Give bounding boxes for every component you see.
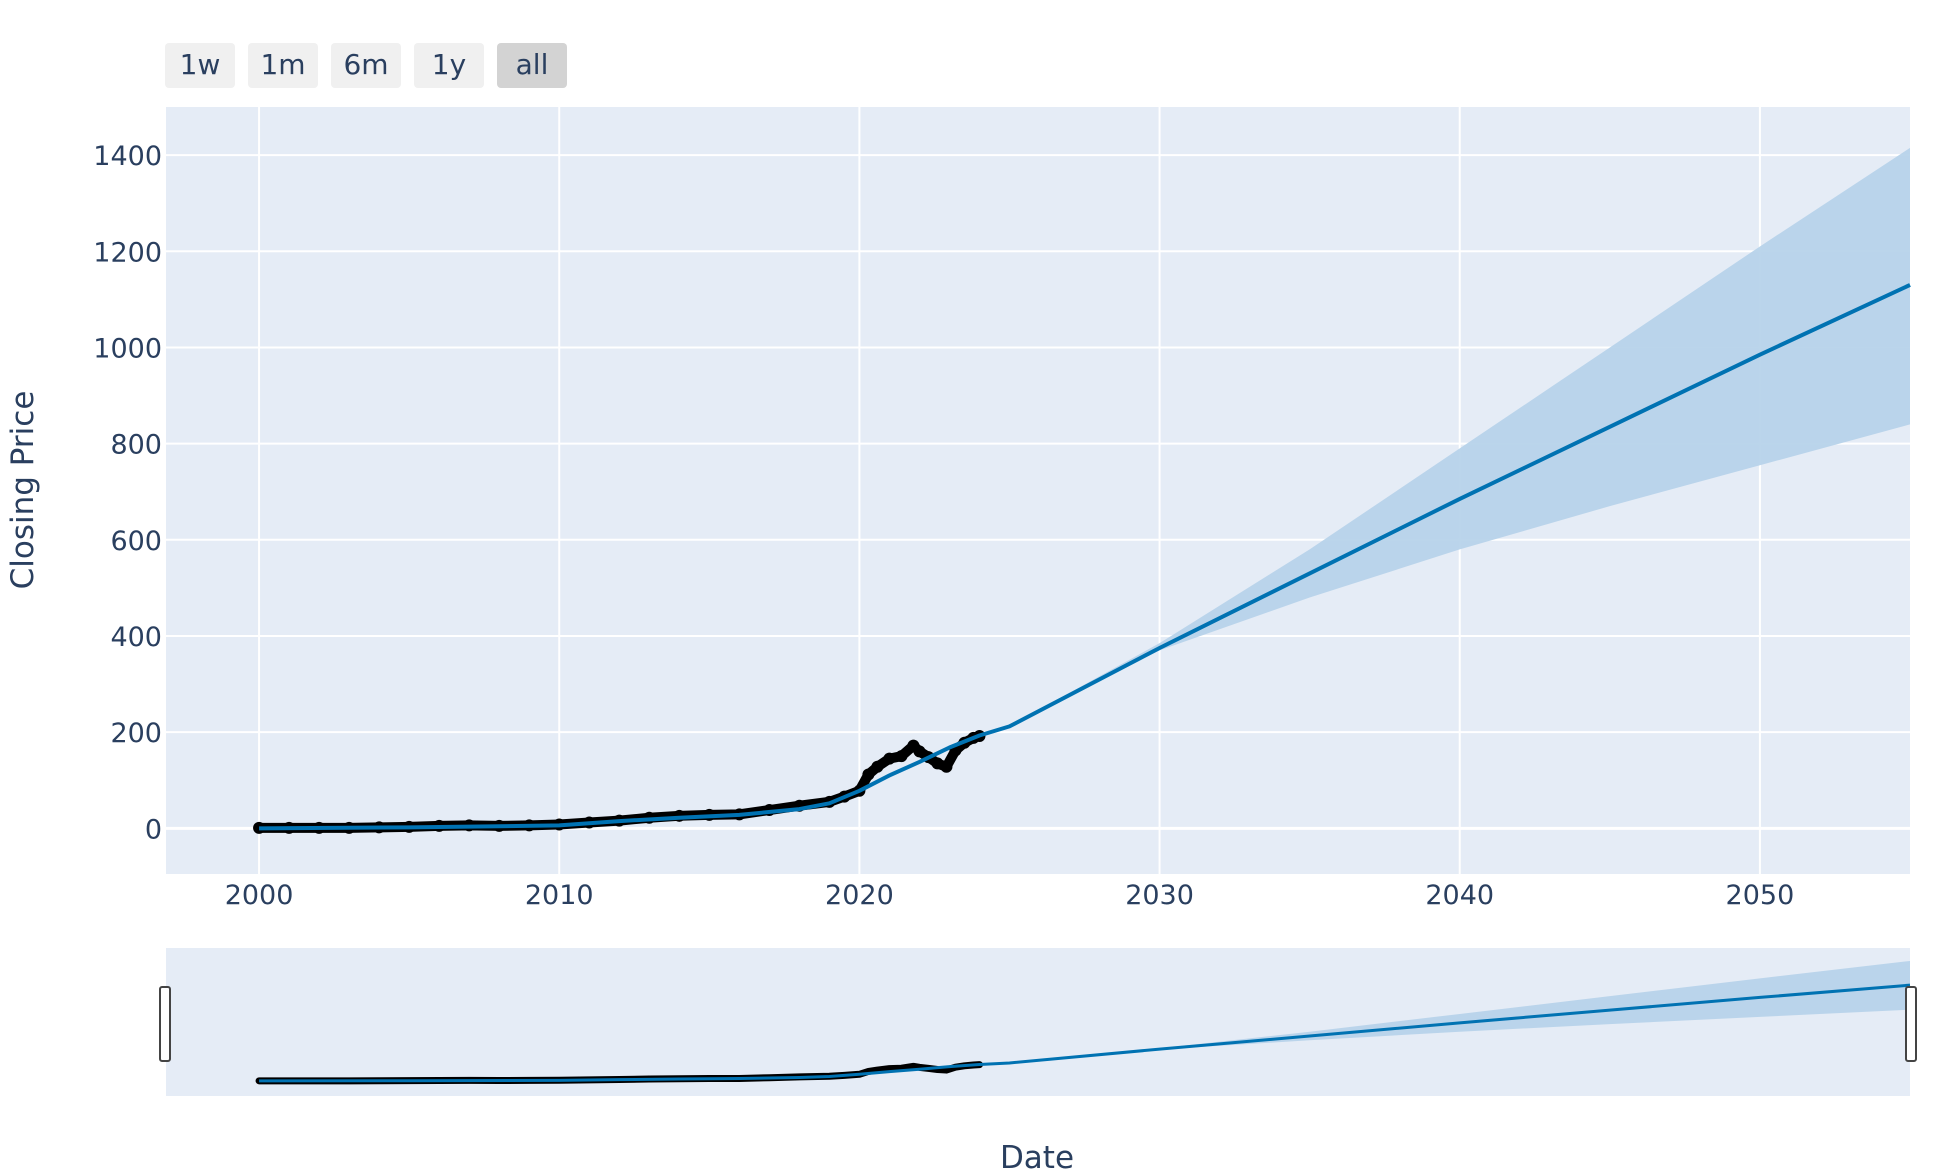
uncertainty-band <box>979 147 1910 736</box>
x-axis-ticks: 2000 2010 2020 2030 2040 2050 <box>225 880 1795 911</box>
range-button-6m-label[interactable]: 6m <box>343 48 388 81</box>
main-plot-marks <box>253 147 1911 834</box>
x-tick-label: 2050 <box>1726 880 1795 911</box>
range-button-6m-bg[interactable] <box>331 43 401 88</box>
observed-point <box>931 757 944 770</box>
range-slider[interactable] <box>159 948 1917 1096</box>
range-button-1m-bg[interactable] <box>248 43 318 88</box>
y-tick-label: 800 <box>110 430 162 461</box>
x-tick-label: 2000 <box>225 880 294 911</box>
range-slider-marks <box>255 960 1911 1085</box>
range-button-1w-label[interactable]: 1w <box>180 48 221 81</box>
x-axis-title: Date <box>1000 1140 1074 1174</box>
observed-point <box>883 752 896 765</box>
observed-point <box>913 745 926 758</box>
y-tick-label: 400 <box>110 622 162 653</box>
range-button-1w-bg[interactable] <box>165 43 235 88</box>
y-tick-label: 0 <box>145 814 162 845</box>
slider-uncertainty-band <box>979 960 1910 1065</box>
y-axis-title: Closing Price <box>5 391 41 590</box>
x-tick-label: 2010 <box>525 880 594 911</box>
range-button-1y[interactable]: 1y <box>414 43 484 88</box>
range-selector: 1w 1m 6m 1y all <box>165 43 567 88</box>
range-button-1y-bg[interactable] <box>414 43 484 88</box>
y-tick-label: 600 <box>110 526 162 557</box>
y-tick-label: 200 <box>110 718 162 749</box>
observed-point <box>940 760 953 773</box>
observed-point <box>895 750 908 763</box>
range-button-6m[interactable]: 6m <box>331 43 401 88</box>
range-button-1m[interactable]: 1m <box>248 43 318 88</box>
range-button-1y-label[interactable]: 1y <box>432 48 466 81</box>
x-tick-label: 2020 <box>825 880 894 911</box>
x-tick-label: 2040 <box>1425 880 1494 911</box>
observed-point <box>862 768 875 781</box>
range-slider-right-handle[interactable] <box>1905 986 1917 1062</box>
range-button-1w[interactable]: 1w <box>165 43 235 88</box>
range-button-all-label[interactable]: all <box>516 48 549 81</box>
y-axis-ticks: 0 200 400 600 800 1000 1200 1400 <box>93 141 162 845</box>
forecast-line <box>259 283 1911 831</box>
slider-forecast-line <box>259 983 1911 1083</box>
y-tick-label: 1400 <box>93 141 162 172</box>
range-button-1m-label[interactable]: 1m <box>260 48 305 81</box>
y-tick-label: 1000 <box>93 333 162 364</box>
range-button-all[interactable]: all <box>497 43 567 88</box>
y-tick-label: 1200 <box>93 237 162 268</box>
x-tick-label: 2030 <box>1125 880 1194 911</box>
observed-point <box>871 760 884 773</box>
range-slider-left-handle[interactable] <box>159 986 171 1062</box>
range-button-all-bg[interactable] <box>497 43 567 88</box>
